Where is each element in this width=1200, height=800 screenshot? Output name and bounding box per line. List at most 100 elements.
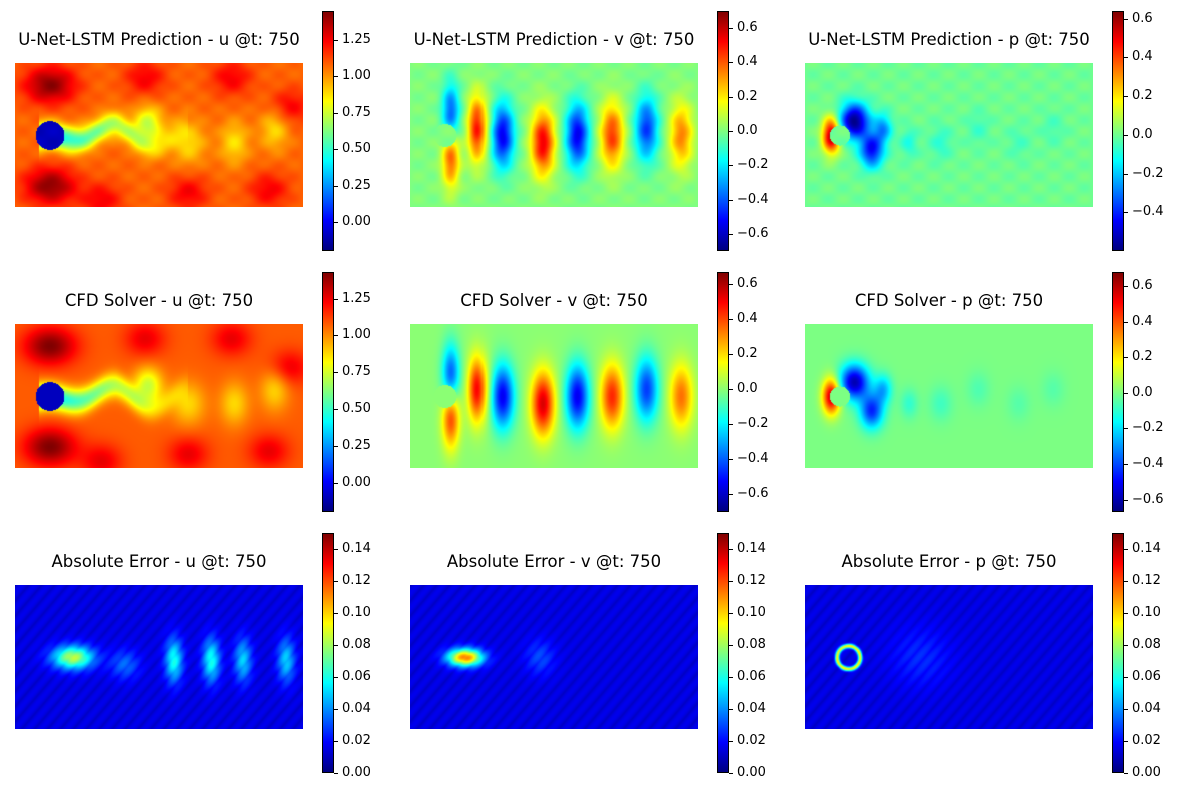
tick-label: 0.0 [737, 123, 758, 138]
tick-label: 0.0 [1132, 384, 1153, 400]
tick-mark [334, 221, 338, 223]
tick-label: 0.2 [1132, 349, 1153, 365]
tick-label: 0.2 [737, 346, 758, 362]
tick-label: 1.00 [342, 327, 371, 343]
tick-mark [1124, 57, 1128, 59]
tick-mark [1124, 549, 1128, 550]
plot-title: CFD Solver - p @t: 750 [854, 291, 1044, 310]
tick-label: −0.2 [1132, 420, 1164, 436]
tick-mark [729, 773, 733, 774]
tick-label: 0.25 [342, 437, 371, 453]
tick-mark [729, 709, 733, 710]
colorbar [1112, 533, 1124, 773]
tick-mark [1124, 645, 1128, 646]
colorbar-ticks: 0.00 0.02 0.04 0.06 0.08 0.10 0.12 0.14 [1124, 533, 1184, 780]
tick-label: 0.0 [737, 381, 758, 397]
tick-mark [1124, 96, 1128, 98]
heatmap-prediction-u [15, 63, 303, 207]
tick-mark [729, 424, 733, 426]
tick-mark [1124, 18, 1128, 20]
tick-mark [729, 28, 733, 30]
tick-mark [1124, 677, 1128, 678]
tick-mark [334, 185, 338, 187]
plot-title: U-Net-LSTM Prediction - v @t: 750 [413, 30, 695, 49]
tick-mark [729, 319, 733, 321]
tick-mark [334, 408, 338, 410]
tick-label: 0.6 [1132, 278, 1153, 294]
tick-label: 0.6 [737, 276, 758, 292]
tick-label: 0.12 [342, 573, 371, 588]
tick-label: 1.25 [342, 32, 371, 48]
tick-mark [1124, 773, 1128, 774]
plot-title: Absolute Error - p @t: 750 [841, 552, 1057, 571]
tick-mark [729, 549, 733, 550]
tick-mark [1124, 613, 1128, 614]
colorbar [717, 11, 729, 251]
colorbar-ticks: −0.4 −0.2 0.0 0.2 0.4 0.6 [1124, 11, 1184, 251]
colorbar-ticks: −0.6 −0.4 −0.2 0.0 0.2 0.4 0.6 [729, 272, 789, 512]
tick-mark [729, 96, 733, 98]
tick-mark [1124, 286, 1128, 288]
colorbar [1112, 272, 1124, 512]
tick-label: 0.08 [342, 637, 371, 652]
colorbar [322, 533, 334, 773]
tick-label: 0.14 [342, 541, 371, 556]
colorbar [322, 11, 334, 251]
heatmap-cfd-u [15, 324, 303, 468]
tick-label: 0.06 [342, 669, 371, 684]
tick-label: 0.50 [342, 400, 371, 416]
tick-label: 0.2 [1132, 88, 1153, 104]
tick-mark [729, 284, 733, 286]
colorbar [1112, 11, 1124, 251]
tick-label: 0.4 [737, 311, 758, 327]
tick-mark [334, 112, 338, 114]
tick-label: 0.10 [1132, 605, 1161, 620]
tick-mark [334, 149, 338, 151]
tick-label: −0.4 [737, 451, 769, 467]
tick-mark [729, 233, 733, 235]
tick-mark [729, 199, 733, 201]
tick-mark [1124, 709, 1128, 710]
tick-mark [729, 459, 733, 461]
tick-label: 0.6 [737, 20, 758, 36]
heatmap-prediction-v [410, 63, 698, 207]
plot-title: Absolute Error - v @t: 750 [446, 552, 662, 571]
tick-label: 0.00 [737, 765, 766, 780]
colorbar-ticks: 0.00 0.25 0.50 0.75 1.00 1.25 [334, 272, 394, 512]
tick-label: 0.08 [737, 637, 766, 652]
tick-label: 0.4 [737, 54, 758, 70]
tick-mark [1124, 321, 1128, 323]
tick-label: 1.25 [342, 290, 371, 306]
tick-mark [729, 677, 733, 678]
tick-label: −0.6 [737, 225, 769, 241]
tick-mark [334, 677, 338, 678]
tick-mark [729, 62, 733, 64]
tick-label: −0.2 [1132, 165, 1164, 181]
tick-mark [1124, 134, 1128, 136]
tick-mark [334, 40, 338, 42]
tick-mark [729, 354, 733, 356]
tick-label: 0.00 [342, 765, 371, 780]
tick-label: 0.4 [1132, 313, 1153, 329]
colorbar-ticks: −0.6 −0.4 −0.2 0.0 0.2 0.4 0.6 [729, 11, 789, 251]
tick-mark [1124, 464, 1128, 465]
heatmap-error-p [805, 585, 1093, 729]
tick-label: 0.75 [342, 364, 371, 380]
tick-label: −0.4 [1132, 204, 1164, 220]
tick-label: 0.12 [737, 573, 766, 588]
tick-mark [1124, 357, 1128, 359]
tick-label: 0.00 [1132, 765, 1161, 780]
tick-label: 0.2 [737, 88, 758, 104]
tick-mark [1124, 741, 1128, 742]
tick-mark [334, 549, 338, 550]
tick-label: 0.04 [737, 701, 766, 716]
colorbar-ticks: −0.6 −0.4 −0.2 0.0 0.2 0.4 0.6 [1124, 272, 1184, 512]
plot-title: CFD Solver - u @t: 750 [64, 291, 254, 310]
plot-title: U-Net-LSTM Prediction - p @t: 750 [808, 30, 1090, 49]
heatmap-cfd-v [410, 324, 698, 468]
tick-label: 0.00 [342, 213, 371, 229]
tick-mark [334, 76, 338, 78]
tick-label: 0.04 [1132, 701, 1161, 716]
tick-mark [334, 645, 338, 646]
colorbar-ticks: 0.00 0.02 0.04 0.06 0.08 0.10 0.12 0.14 [334, 533, 394, 780]
